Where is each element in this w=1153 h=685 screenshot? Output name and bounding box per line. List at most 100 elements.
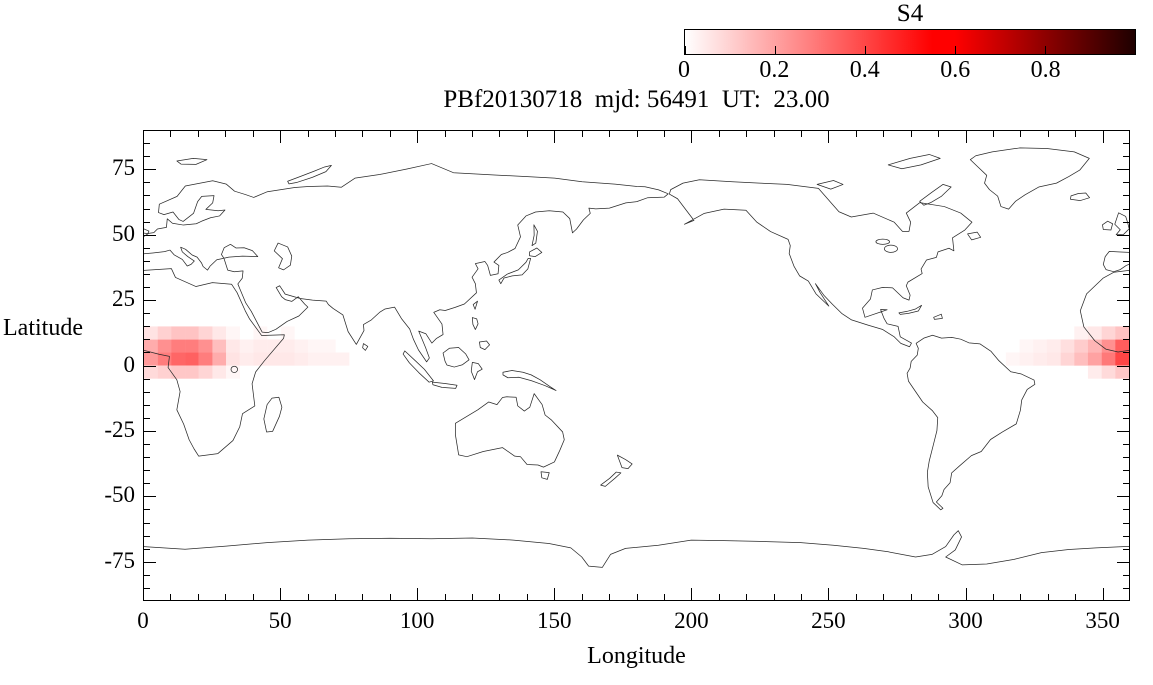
x-tick-label: 350 xyxy=(1085,608,1120,633)
heatmap-cell xyxy=(226,352,240,366)
x-major-tick-top xyxy=(965,131,967,143)
y-tick-label: -25 xyxy=(104,416,135,442)
coast-borneo xyxy=(443,348,469,368)
y-minor-tick-right xyxy=(1123,483,1129,485)
y-minor-tick-right xyxy=(1123,287,1129,288)
x-minor-tick xyxy=(307,594,309,600)
colorbar-tick-label: 0 xyxy=(678,57,690,83)
y-minor-tick-right xyxy=(1123,273,1129,275)
y-minor-tick xyxy=(144,457,150,459)
heatmap-cell xyxy=(212,339,227,353)
coast-britain xyxy=(1115,213,1129,235)
y-minor-tick-right xyxy=(1123,548,1129,550)
y-minor-tick-right xyxy=(1123,143,1129,145)
heatmap-cell xyxy=(198,352,213,366)
x-minor-tick-top xyxy=(197,131,199,137)
y-major-tick-right xyxy=(1117,561,1129,563)
x-major-tick-top xyxy=(1102,131,1104,143)
colorbar-tick xyxy=(775,46,776,54)
heatmap-cell xyxy=(308,339,323,353)
heatmap-cell xyxy=(294,339,309,353)
heatmap-cell xyxy=(239,352,254,366)
y-major-tick-right xyxy=(1117,430,1129,432)
heatmap-cell xyxy=(1101,339,1116,353)
heatmap-cell xyxy=(144,352,158,366)
colorbar-tick xyxy=(955,46,956,54)
heatmap-cell xyxy=(1087,339,1102,353)
coast-srilanka xyxy=(363,344,368,351)
coast-nz-north xyxy=(617,455,632,469)
x-minor-tick xyxy=(609,594,611,600)
colorbar-tick xyxy=(685,46,686,54)
x-minor-tick xyxy=(938,594,940,600)
y-minor-tick-right xyxy=(1123,535,1129,537)
heatmap-cell xyxy=(267,339,281,353)
x-minor-tick-top xyxy=(636,131,638,137)
coast-antarctica xyxy=(144,531,1129,568)
coast-sulawesi xyxy=(471,362,482,379)
coast-ireland xyxy=(1102,221,1112,230)
heatmap-cell xyxy=(212,326,227,340)
heatmap-cell xyxy=(1046,339,1061,353)
y-minor-tick xyxy=(144,444,150,445)
y-minor-tick xyxy=(144,260,150,262)
y-tick-label: 0 xyxy=(123,351,136,377)
heatmap-cell xyxy=(1074,339,1089,353)
y-minor-tick-right xyxy=(1123,378,1129,380)
x-minor-tick xyxy=(1020,594,1022,600)
y-major-tick xyxy=(144,496,156,498)
heatmap-cell xyxy=(1074,326,1089,340)
coast-mindanao xyxy=(479,341,489,350)
x-minor-tick xyxy=(252,594,254,600)
heatmap-cell xyxy=(226,326,240,340)
heatmap-cell xyxy=(1115,326,1129,340)
y-major-tick xyxy=(144,300,156,302)
heatmap-cell xyxy=(1101,365,1116,379)
y-minor-tick-right xyxy=(1123,444,1129,445)
x-tick-label: 100 xyxy=(399,608,435,633)
y-minor-tick-right xyxy=(1123,247,1129,249)
coast-britain-east xyxy=(144,229,149,234)
y-major-tick-right xyxy=(1117,169,1129,171)
y-tick-label: -50 xyxy=(104,482,135,508)
x-minor-tick xyxy=(855,594,857,600)
x-minor-tick-top xyxy=(334,131,336,137)
x-minor-tick xyxy=(170,594,172,600)
heatmap-cell xyxy=(157,365,172,379)
x-minor-tick xyxy=(663,594,665,600)
heatmap-cell xyxy=(1115,339,1129,353)
y-minor-tick-right xyxy=(1123,574,1129,576)
x-minor-tick-top xyxy=(910,131,912,137)
y-major-tick-right xyxy=(1117,365,1129,367)
x-major-tick xyxy=(143,588,144,600)
x-minor-tick-top xyxy=(1075,131,1077,137)
x-minor-tick xyxy=(444,594,446,600)
x-minor-tick-top xyxy=(170,131,172,137)
coast-nz-south xyxy=(601,472,621,486)
x-tick-label: 0 xyxy=(137,608,149,633)
coastlines xyxy=(144,148,1129,567)
y-major-tick-right xyxy=(1117,300,1129,302)
heatmap-cell xyxy=(185,326,199,340)
heatmap-cell xyxy=(1033,352,1048,366)
y-major-tick-right xyxy=(1117,496,1129,498)
x-minor-tick xyxy=(1075,594,1077,600)
coast-australia xyxy=(455,394,564,467)
x-minor-tick xyxy=(773,594,775,600)
x-minor-tick xyxy=(910,594,912,600)
plot-title: PBf20130718 mjd: 56491 UT: 23.00 xyxy=(443,86,830,113)
x-minor-tick xyxy=(636,594,638,600)
y-minor-tick xyxy=(144,587,150,589)
coast-ellesmere xyxy=(888,154,940,168)
x-minor-tick xyxy=(225,594,227,600)
heatmap-cell xyxy=(1060,352,1075,366)
colorbar-tick-label: 0.6 xyxy=(940,57,971,83)
y-minor-tick xyxy=(144,326,150,328)
heatmap-cell xyxy=(1101,326,1116,340)
heatmap-cell xyxy=(1087,352,1102,366)
coast-svalbard xyxy=(177,158,207,164)
y-minor-tick xyxy=(144,339,150,341)
x-minor-tick-top xyxy=(581,131,583,137)
heatmap-cell xyxy=(157,326,172,340)
